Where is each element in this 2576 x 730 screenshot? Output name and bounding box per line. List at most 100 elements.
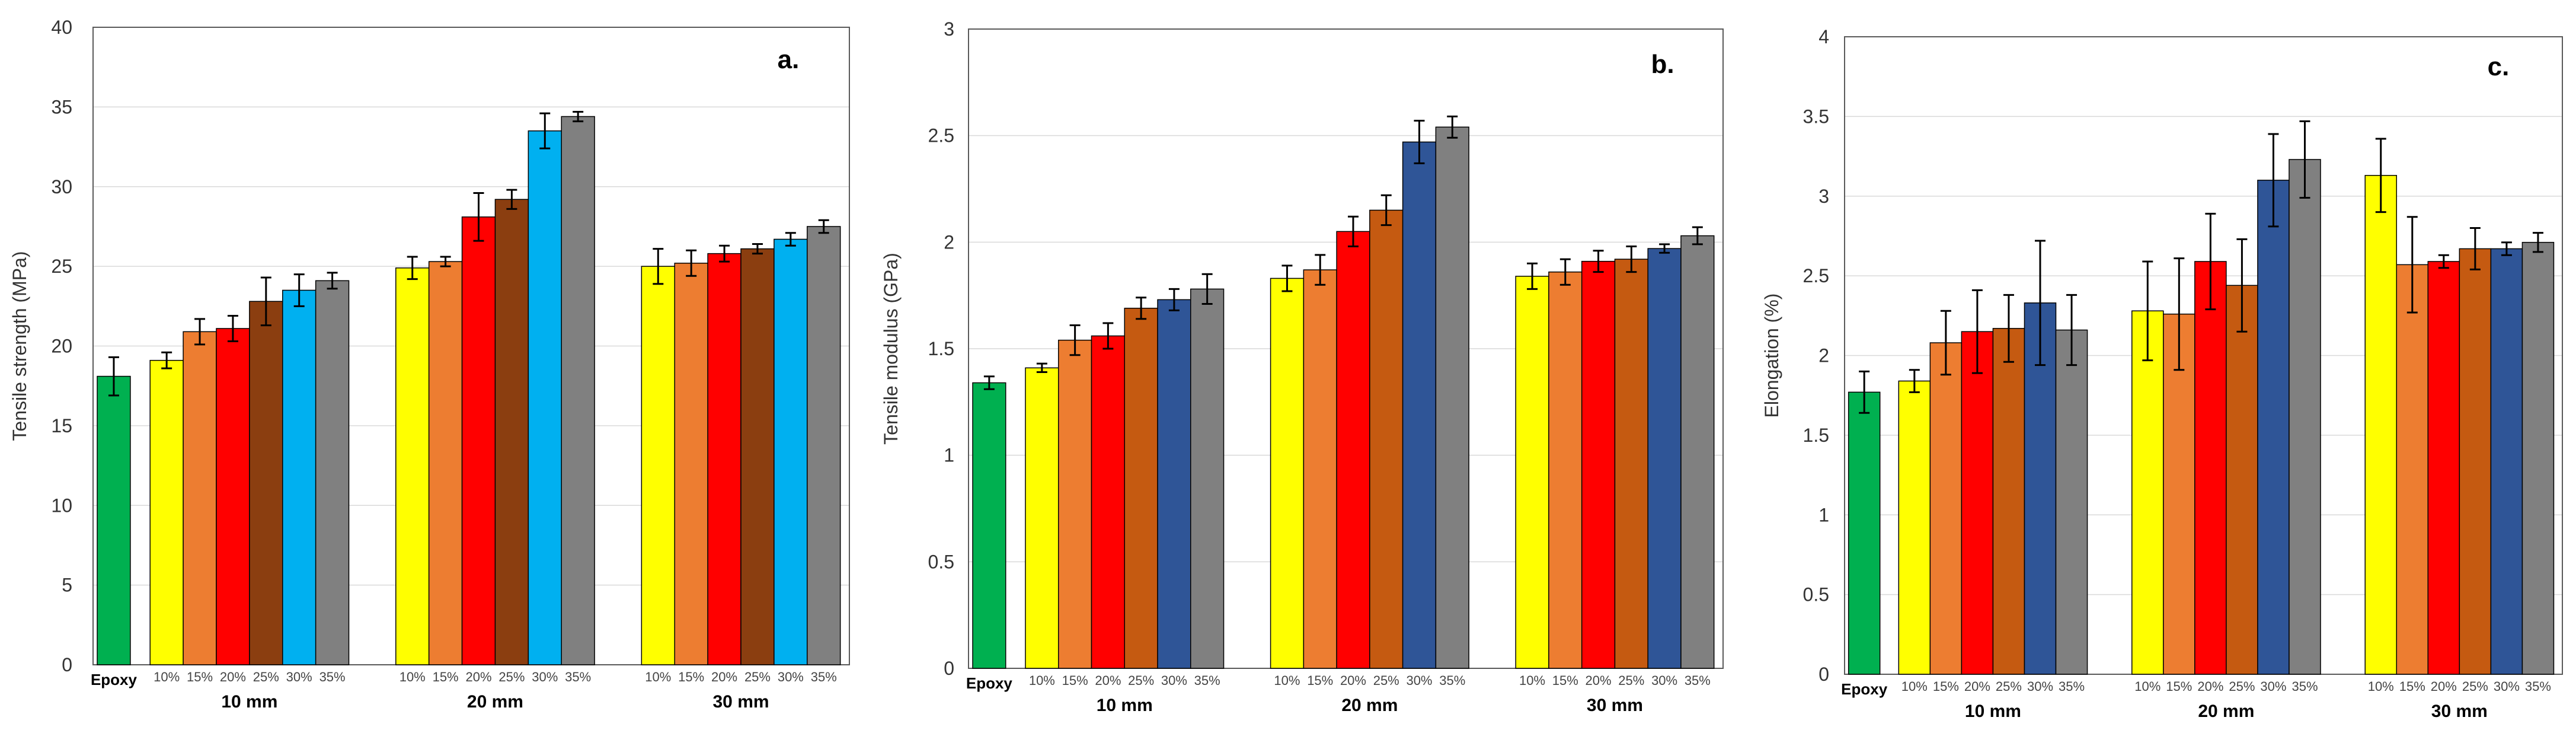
y-tick-label: 0: [944, 658, 954, 679]
category-label: 35%: [2525, 679, 2551, 694]
y-tick-label: 30: [51, 176, 72, 197]
bar-control: [972, 382, 1006, 669]
bar: [461, 216, 496, 665]
bar: [1929, 342, 1963, 675]
bar: [149, 359, 184, 665]
bar: [1091, 335, 1126, 669]
bar: [2459, 248, 2492, 675]
bar: [1614, 259, 1648, 669]
bar-control: [1848, 391, 1881, 675]
bar-control: [97, 375, 131, 665]
y-tick-label: 40: [51, 17, 72, 38]
category-label: 35%: [319, 670, 346, 684]
bar: [315, 280, 350, 665]
y-tick-label: 1.5: [1803, 425, 1829, 446]
y-tick-label: 35: [51, 96, 72, 117]
bar: [2396, 264, 2429, 675]
y-tick-label: 25: [51, 256, 72, 277]
bar: [2194, 261, 2227, 675]
group-label: 20 mm: [467, 692, 523, 712]
bar: [2131, 310, 2164, 675]
category-label: 25%: [1373, 673, 1399, 688]
bar: [1303, 269, 1337, 669]
bar: [395, 267, 430, 665]
y-tick-label: 0: [1818, 664, 1829, 685]
bar: [1581, 260, 1616, 669]
category-label: 20%: [1340, 673, 1366, 688]
bar: [249, 301, 283, 665]
category-label: 20%: [711, 670, 737, 684]
bar: [2427, 261, 2460, 675]
category-label: 10%: [2134, 679, 2160, 694]
category-label: 30%: [2260, 679, 2286, 694]
category-label: 30%: [2494, 679, 2520, 694]
category-label: 20%: [1586, 673, 1612, 688]
y-tick-label: 2.5: [928, 125, 954, 146]
category-label: 20%: [2431, 679, 2457, 694]
y-tick-label: 3: [944, 18, 954, 40]
category-label: 30%: [532, 670, 558, 684]
bar: [216, 328, 250, 665]
bar: [2521, 241, 2555, 675]
y-tick-label: 3.5: [1803, 106, 1829, 127]
y-tick-label: 0: [62, 654, 72, 675]
category-label: 35%: [1685, 673, 1711, 688]
panel-letter: b.: [1651, 50, 1674, 79]
category-label: 10%: [399, 670, 426, 684]
panel-letter: c.: [2488, 52, 2510, 81]
y-tick-label: 3: [1818, 186, 1829, 207]
category-label: 25%: [498, 670, 525, 684]
bar: [2257, 180, 2290, 675]
y-tick-label: 15: [51, 415, 72, 436]
category-label: 10%: [1029, 673, 1055, 688]
bar: [2163, 313, 2195, 675]
y-tick-label: 1: [944, 445, 954, 466]
y-axis-title: Elongation (%): [1761, 294, 1782, 418]
bar: [282, 289, 317, 665]
category-label: 35%: [565, 670, 591, 684]
y-axis-title: Tensile strength (MPa): [9, 251, 30, 441]
category-label: 20%: [2197, 679, 2223, 694]
bar: [2226, 285, 2258, 675]
category-label: 15%: [2399, 679, 2425, 694]
bar: [1336, 231, 1370, 669]
category-label: 25%: [2462, 679, 2488, 694]
category-label: 10%: [1519, 673, 1545, 688]
y-tick-label: 0.5: [1803, 584, 1829, 605]
bar: [183, 331, 217, 665]
category-label: 30%: [1161, 673, 1187, 688]
category-label: 15%: [1062, 673, 1088, 688]
bar: [528, 130, 562, 665]
category-label: 35%: [1439, 673, 1465, 688]
bar: [1992, 328, 2025, 675]
group-label: 10 mm: [1965, 702, 2021, 721]
bar: [1515, 276, 1549, 669]
category-label: 35%: [2059, 679, 2085, 694]
control-label: Epoxy: [966, 674, 1013, 692]
group-label: 20 mm: [1341, 696, 1398, 715]
group-label: 20 mm: [2198, 702, 2254, 721]
bar: [1548, 271, 1583, 669]
bar: [1369, 209, 1404, 669]
bar: [1961, 331, 1994, 675]
category-label: 15%: [1552, 673, 1578, 688]
y-tick-label: 2: [1818, 345, 1829, 366]
y-tick-label: 10: [51, 495, 72, 516]
y-tick-label: 1: [1818, 504, 1829, 525]
chart-panel-1: 0 5 10 15 20 25 30 35 40 Tensile strength (MPa) a.…: [9, 17, 850, 712]
bar: [1190, 288, 1225, 669]
bar: [561, 116, 595, 665]
category-label: 25%: [2229, 679, 2255, 694]
group-label: 10 mm: [1097, 696, 1153, 715]
chart-panel-2: 0 0.5 1 1.5 2 2.5 3 Tensile modulus (GPa) b. Epox…: [880, 18, 1724, 715]
group-label: 30 mm: [2431, 702, 2488, 721]
y-tick-label: 2: [944, 231, 954, 253]
category-label: 15%: [1307, 673, 1333, 688]
y-axis-title: Tensile modulus (GPa): [880, 253, 902, 445]
control-label: Epoxy: [1841, 680, 1888, 698]
bar: [1025, 367, 1059, 669]
category-label: 15%: [2166, 679, 2192, 694]
bar: [1435, 126, 1469, 669]
group-label: 30 mm: [712, 692, 769, 712]
category-label: 25%: [1618, 673, 1644, 688]
